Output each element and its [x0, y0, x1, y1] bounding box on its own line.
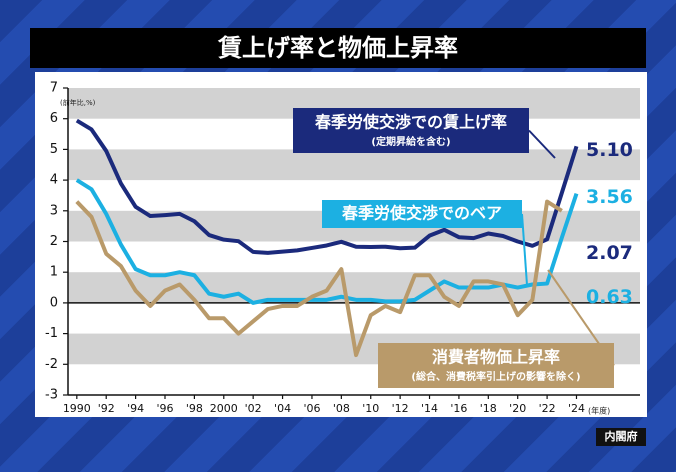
x-tick-label: '10: [362, 402, 379, 415]
x-tick-label: '08: [333, 402, 350, 415]
x-tick-label: '02: [245, 402, 262, 415]
y-tick-label: 6: [50, 111, 58, 126]
legend-label: 消費者物価上昇率: [432, 348, 560, 367]
y-tick-label: 5: [50, 142, 58, 157]
x-tick-label: '14: [421, 402, 438, 415]
x-label: (年度): [588, 406, 610, 416]
y-label: (前年比,%): [60, 98, 96, 107]
x-tick-label: '12: [392, 402, 409, 415]
x-tick-label: '22: [539, 402, 556, 415]
x-tick-label: 1990: [63, 402, 91, 415]
grid-band: [68, 149, 640, 181]
title-bar: [30, 28, 646, 68]
value-label: 3.56: [586, 186, 633, 208]
legend-box: [293, 108, 529, 153]
legend-label: 春季労使交渉でのベア: [341, 204, 502, 223]
source-box: [596, 428, 646, 446]
x-tick-label: 2000: [210, 402, 238, 415]
y-tick-label: 3: [50, 203, 58, 218]
legend-label: 春季労使交渉での賃上げ率: [314, 113, 507, 132]
x-tick-label: '94: [127, 402, 144, 415]
x-tick-label: '04: [274, 402, 291, 415]
leader-line: [528, 129, 556, 159]
legend-box: [378, 343, 614, 388]
chart-title: 賃上げ率と物価上昇率: [217, 34, 458, 62]
series-line: [75, 178, 579, 305]
x-tick-label: '24: [568, 402, 585, 415]
y-tick-label: 2: [50, 234, 58, 249]
series-line: [75, 199, 563, 358]
legend-box: [322, 200, 522, 228]
x-tick-label: '92: [98, 402, 115, 415]
y-tick-label: 4: [50, 173, 58, 188]
value-label: 5.10: [586, 139, 633, 161]
x-tick-label: '98: [186, 402, 203, 415]
y-tick-label: 7: [50, 81, 58, 96]
x-tick-label: '06: [303, 402, 320, 415]
value-label: 2.07: [586, 242, 633, 264]
y-tick-label: -2: [45, 357, 58, 372]
y-tick-label: -1: [45, 326, 58, 341]
y-tick-label: 1: [50, 265, 58, 280]
legend-note: (定期昇給を含む): [371, 135, 450, 148]
y-tick-label: 0: [50, 295, 58, 310]
x-tick-label: '96: [156, 402, 173, 415]
y-tick-label: -3: [45, 388, 58, 403]
x-tick-label: '20: [509, 402, 526, 415]
source: 内閣府: [605, 429, 638, 443]
leader-line: [521, 213, 528, 286]
x-tick-label: '18: [480, 402, 497, 415]
x-tick-label: '16: [450, 402, 467, 415]
legend-note: (総合、消費税率引上げの影響を除く): [411, 370, 580, 383]
value-label: 0.63: [586, 286, 633, 308]
series-line: [75, 118, 579, 255]
